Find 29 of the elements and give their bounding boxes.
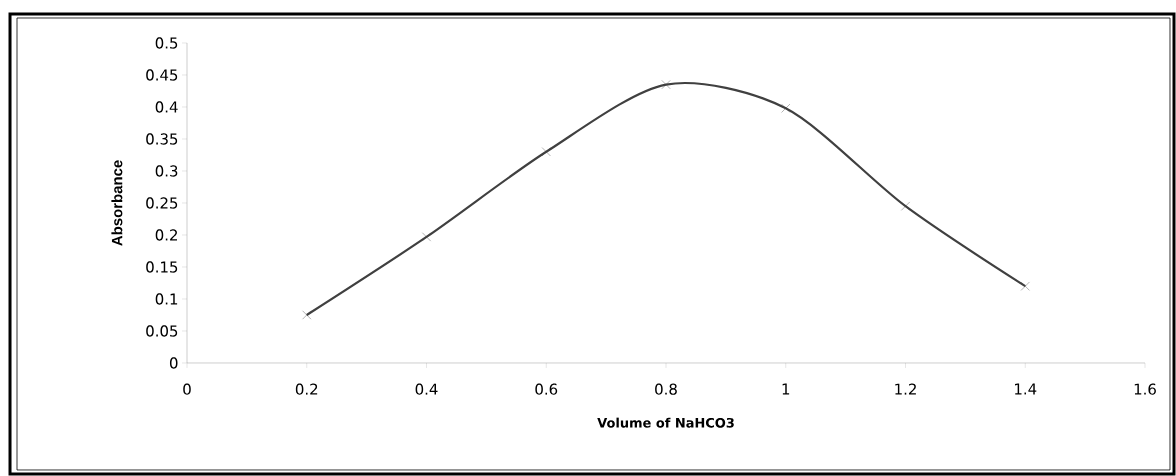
point (1020, 281, 1030, 291)
point (661, 80, 671, 90)
y-axis-title: Absorbance (111, 160, 123, 246)
point (541, 147, 551, 157)
y-tick-label: 0.35 (146, 133, 178, 145)
x-tick-label: 1.6 (1134, 383, 1156, 395)
y-tick-label: 0.1 (155, 293, 178, 305)
x-tick-label: 0.4 (415, 383, 438, 395)
y-tick-label: 0 (169, 357, 178, 369)
x-tick-label: 1.4 (1015, 383, 1037, 395)
point (422, 232, 431, 242)
x-tick-label: 0.8 (655, 383, 677, 395)
x-tick-label: 0 (183, 383, 191, 395)
x-axis-title: Volume of NaHCO3 (597, 417, 734, 428)
y-tick-label: 0.2 (155, 229, 177, 241)
point (781, 103, 791, 113)
y-tick-label: 0.5 (155, 37, 178, 49)
y-tick-label: 0.05 (146, 325, 178, 337)
y-tick-label: 0.3 (155, 165, 178, 177)
x-tick-label: 0.2 (295, 383, 318, 395)
point (901, 201, 910, 211)
x-tick-label: 0.6 (535, 383, 558, 395)
x-tick-label: 1 (782, 383, 790, 395)
y-tick-label: 0.15 (146, 261, 178, 273)
y-tick-label: 0.45 (146, 69, 178, 81)
y-tick-label: 0.25 (146, 197, 178, 209)
x-tick-label: 1.2 (895, 383, 916, 395)
y-tick-label: 0.4 (155, 101, 178, 113)
point (302, 310, 312, 320)
